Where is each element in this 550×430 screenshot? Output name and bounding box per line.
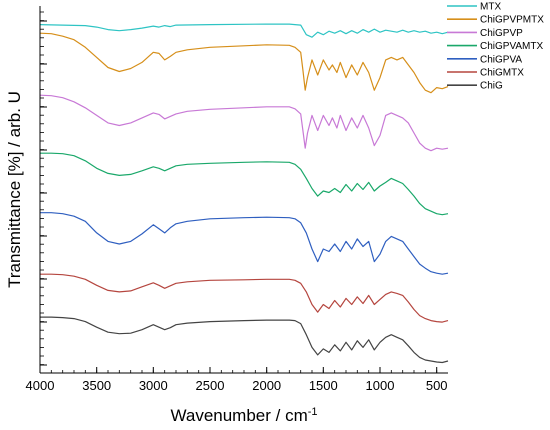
series-line-mtx xyxy=(39,23,449,38)
series-line-chigmtx xyxy=(40,273,449,323)
x-tick-label: 4000 xyxy=(26,378,55,393)
x-tick-label: 2000 xyxy=(252,378,281,393)
legend: MTX ChiGPVPMTX ChiGPVP ChiGPVAMTX ChiGPVA Chi… xyxy=(447,2,544,92)
y-axis-title: Transmittance [%] / arb. U xyxy=(5,91,24,288)
x-axis-title: Wavenumber / cm-1 xyxy=(170,406,317,425)
series-line-chigpva xyxy=(40,212,449,275)
axes: 4000 3500 3000 2500 2000 1500 1000 500 xyxy=(26,6,448,393)
x-tick-label: 3500 xyxy=(82,378,111,393)
x-tick-label: 1500 xyxy=(309,378,338,393)
series-line-chigpvpmtx xyxy=(39,32,449,94)
legend-label-chigpvamtx: ChiGPVAMTX xyxy=(480,41,543,52)
legend-label-chig: ChiG xyxy=(480,81,503,92)
series-line-chigpvamtx xyxy=(40,152,449,216)
legend-label-chigpvpmtx: ChiGPVPMTX xyxy=(480,15,544,26)
legend-label-chigpvp: ChiGPVP xyxy=(480,28,523,39)
series-line-chig xyxy=(40,316,449,364)
x-tick-label: 2500 xyxy=(196,378,225,393)
series-lines xyxy=(39,23,449,364)
legend-label-chigmtx: ChiGMTX xyxy=(480,68,524,79)
legend-label-mtx: MTX xyxy=(480,2,501,13)
legend-label-chigpva: ChiGPVA xyxy=(480,54,522,65)
x-tick-label: 3000 xyxy=(139,378,168,393)
x-tick-label: 500 xyxy=(426,378,448,393)
x-axis-title-superscript: -1 xyxy=(308,406,318,418)
x-tick-label: 1000 xyxy=(366,378,395,393)
x-axis-title-text: Wavenumber / cm xyxy=(170,406,307,425)
series-line-chigpvp xyxy=(39,94,449,152)
